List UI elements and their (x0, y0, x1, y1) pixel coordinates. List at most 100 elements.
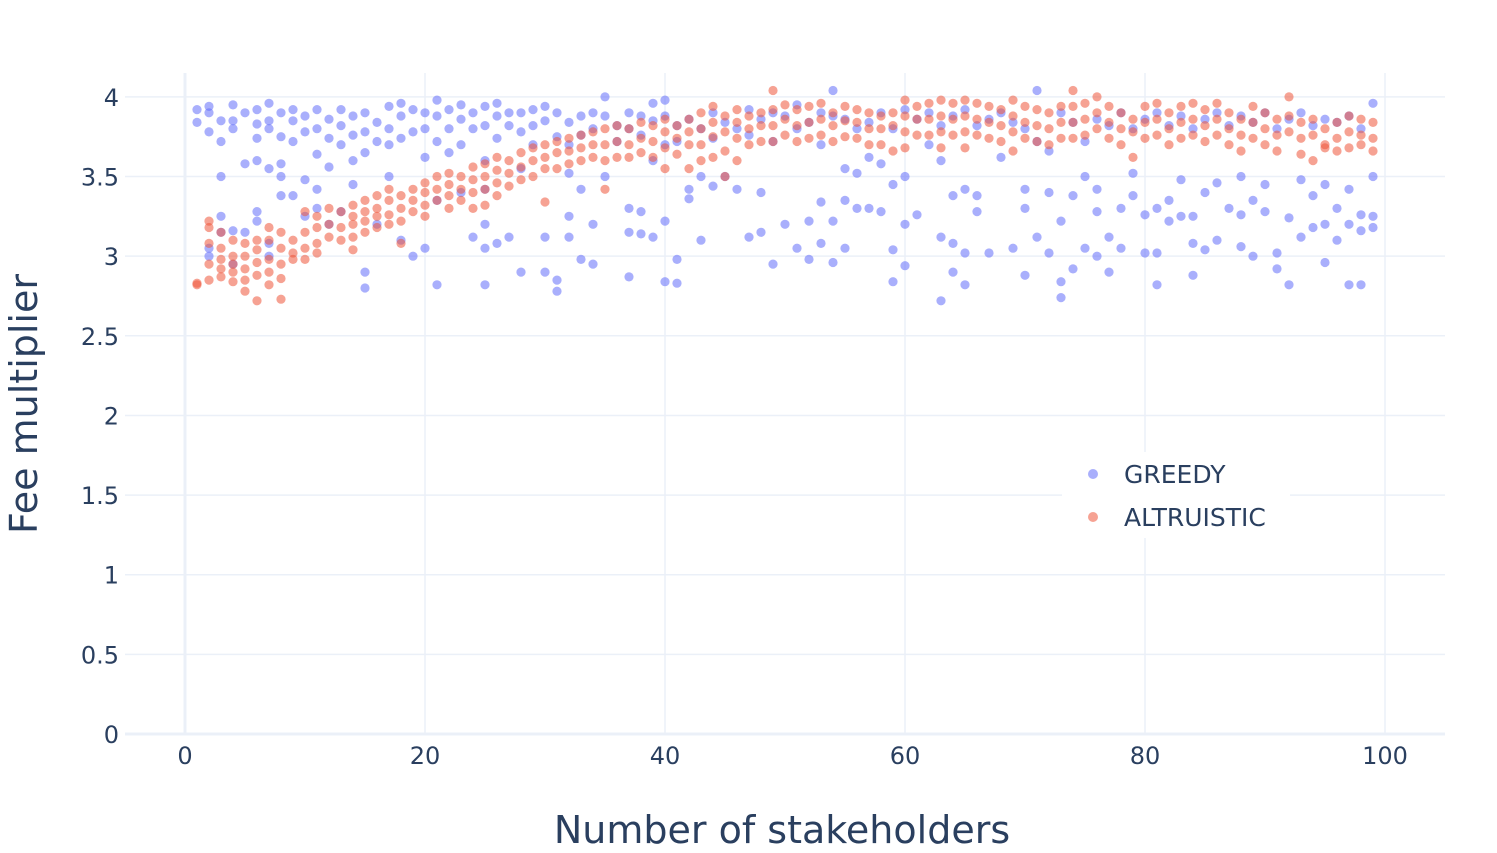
data-point-altruistic (1008, 111, 1018, 121)
data-point-altruistic (852, 105, 862, 115)
data-point-altruistic (660, 127, 670, 137)
data-point-altruistic (672, 121, 682, 131)
data-point-altruistic (1284, 111, 1294, 121)
data-point-altruistic (600, 140, 610, 150)
data-point-altruistic (936, 95, 946, 105)
data-point-altruistic (420, 211, 430, 221)
data-point-altruistic (1200, 136, 1210, 147)
data-point-altruistic (1260, 124, 1270, 134)
data-point-altruistic (840, 116, 850, 126)
data-point-greedy (1080, 136, 1090, 147)
data-point-altruistic (360, 216, 370, 226)
data-point-greedy (288, 105, 298, 115)
data-point-altruistic (720, 146, 730, 156)
legend-item-altruistic[interactable]: ALTRUISTIC (1088, 503, 1266, 532)
data-point-altruistic (312, 211, 322, 221)
data-point-greedy (1272, 264, 1282, 274)
data-point-greedy (600, 92, 610, 102)
data-point-greedy (336, 121, 346, 131)
data-point-altruistic (372, 222, 382, 233)
data-point-greedy (744, 232, 754, 242)
data-point-altruistic (408, 207, 418, 217)
data-point-altruistic (252, 257, 262, 268)
data-point-greedy (276, 191, 286, 201)
data-point-altruistic (744, 140, 754, 150)
data-point-greedy (924, 108, 934, 118)
data-point-greedy (708, 181, 718, 191)
data-point-altruistic (216, 254, 226, 264)
data-point-greedy (1104, 232, 1114, 242)
data-point-greedy (360, 267, 370, 277)
data-point-greedy (204, 101, 214, 111)
y-tick-label: 1 (104, 562, 119, 590)
data-point-greedy (1092, 251, 1102, 261)
data-point-greedy (1284, 213, 1294, 223)
data-point-altruistic (696, 156, 706, 166)
data-point-greedy (864, 203, 874, 213)
data-point-greedy (1248, 195, 1258, 205)
legend[interactable]: GREEDY ALTRUISTIC (1062, 452, 1290, 538)
data-point-greedy (660, 95, 670, 105)
data-point-greedy (888, 179, 898, 190)
data-point-altruistic (444, 203, 454, 213)
data-point-altruistic (1224, 140, 1234, 150)
data-point-greedy (1080, 243, 1090, 253)
data-point-altruistic (312, 222, 322, 233)
data-point-greedy (948, 267, 958, 277)
data-point-altruistic (1296, 133, 1306, 143)
data-point-altruistic (1212, 98, 1222, 108)
data-point-altruistic (744, 111, 754, 121)
data-point-altruistic (1332, 133, 1342, 143)
data-point-altruistic (1248, 101, 1258, 111)
data-point-greedy (1020, 270, 1030, 280)
data-point-greedy (900, 171, 910, 182)
legend-item-greedy[interactable]: GREEDY (1088, 460, 1226, 489)
data-point-greedy (372, 136, 382, 147)
data-point-greedy (936, 156, 946, 166)
data-point-greedy (336, 105, 346, 115)
data-point-altruistic (300, 254, 310, 264)
data-point-altruistic (1368, 146, 1378, 156)
data-point-greedy (936, 296, 946, 306)
data-point-altruistic (1248, 133, 1258, 143)
data-point-altruistic (1320, 143, 1330, 153)
data-point-greedy (408, 105, 418, 115)
data-point-altruistic (324, 232, 334, 242)
y-tick-label: 2 (104, 402, 119, 430)
data-point-altruistic (1176, 117, 1186, 127)
data-point-altruistic (660, 164, 670, 174)
data-point-altruistic (264, 222, 274, 233)
data-point-greedy (864, 152, 874, 162)
data-point-greedy (1224, 203, 1234, 213)
data-point-altruistic (540, 152, 550, 162)
data-point-altruistic (588, 152, 598, 162)
data-point-altruistic (1080, 98, 1090, 108)
data-point-altruistic (1032, 136, 1042, 147)
data-point-greedy (300, 111, 310, 121)
data-point-altruistic (540, 197, 550, 207)
data-point-altruistic (804, 133, 814, 143)
data-point-greedy (516, 108, 526, 118)
data-point-altruistic (1188, 114, 1198, 124)
data-point-altruistic (708, 132, 718, 142)
data-point-altruistic (336, 235, 346, 245)
data-point-altruistic (1008, 146, 1018, 156)
data-point-altruistic (372, 203, 382, 213)
data-point-altruistic (552, 148, 562, 158)
data-point-altruistic (1116, 108, 1126, 118)
y-tick-label: 3 (104, 243, 119, 271)
data-point-greedy (216, 136, 226, 147)
y-axis-title: Fee multiplier (2, 274, 46, 534)
data-point-altruistic (276, 294, 286, 304)
data-point-greedy (1200, 245, 1210, 255)
data-point-greedy (384, 140, 394, 150)
data-point-altruistic (648, 121, 658, 131)
data-point-altruistic (228, 277, 238, 287)
data-point-altruistic (636, 133, 646, 143)
data-point-altruistic (1140, 101, 1150, 111)
data-point-altruistic (252, 270, 262, 280)
data-point-greedy (252, 216, 262, 226)
data-point-altruistic (1116, 140, 1126, 150)
data-point-greedy (480, 280, 490, 290)
data-point-altruistic (1140, 133, 1150, 143)
